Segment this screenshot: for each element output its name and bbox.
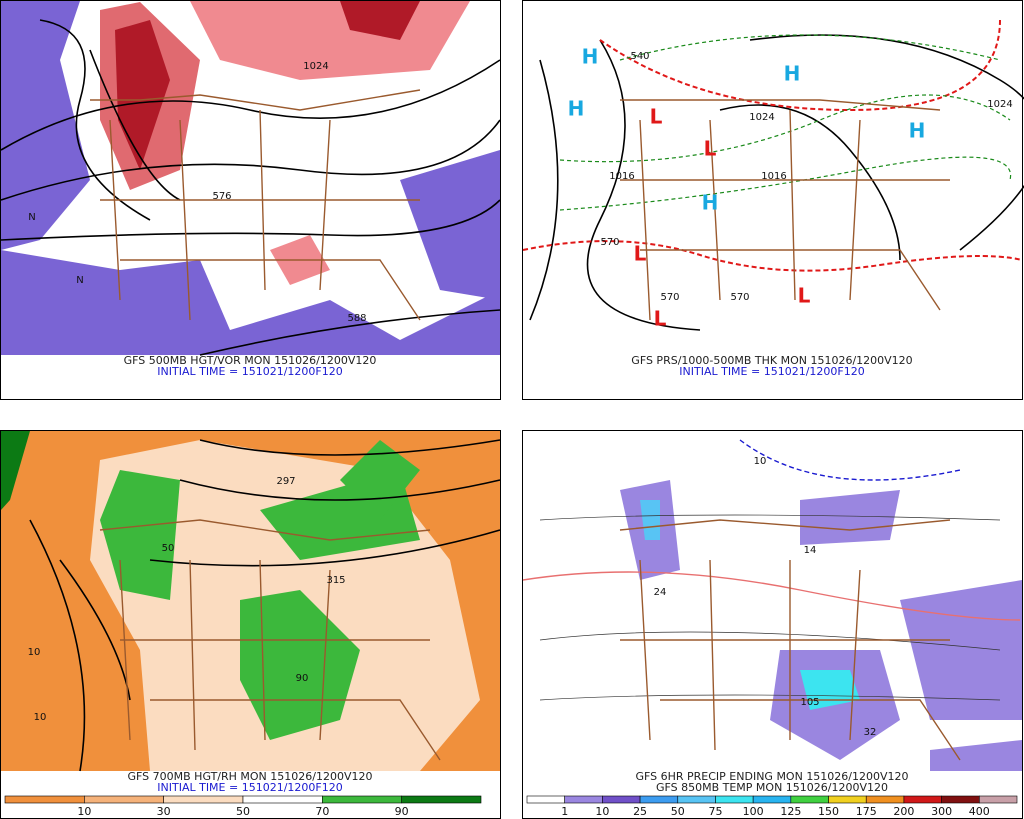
- colorbar-segment: [242, 795, 323, 804]
- map-label: L: [654, 307, 667, 331]
- colorbar-label: 200: [893, 805, 914, 818]
- colorbar-segment: [163, 795, 244, 804]
- map-label: H: [784, 62, 801, 86]
- colorbar-segment: [564, 795, 603, 804]
- map-label: 540: [630, 51, 649, 62]
- colorbar-segment: [752, 795, 792, 804]
- map-label: 14: [804, 545, 817, 556]
- colorbar-segment: [677, 795, 716, 804]
- colorbar-segment: [322, 795, 402, 804]
- colorbar-segment: [401, 795, 482, 804]
- colorbar-label: 1: [561, 805, 568, 818]
- colorbar-label: 70: [315, 805, 329, 818]
- colorbar-segment: [602, 795, 641, 804]
- map-label: 570: [600, 237, 619, 248]
- map-label: 570: [660, 292, 679, 303]
- map-label: 1024: [987, 99, 1012, 110]
- map-label: N: [76, 275, 83, 286]
- colorbar-label: 50: [236, 805, 250, 818]
- colorbar-segment: [4, 795, 85, 804]
- colorbar-segment: [979, 795, 1018, 804]
- panel-subtitle: INITIAL TIME = 151021/1200F120: [157, 365, 342, 378]
- map-label: 1016: [609, 171, 634, 182]
- colorbar-segment: [639, 795, 679, 804]
- map-label: L: [704, 137, 717, 161]
- colorbar-label: 10: [595, 805, 609, 818]
- map-label: 24: [654, 587, 667, 598]
- colorbar-label: 10: [77, 805, 91, 818]
- map-thickness: [522, 19, 1024, 331]
- map-label: H: [568, 97, 585, 121]
- map-label: 90: [296, 673, 309, 684]
- colorbar-label: 50: [671, 805, 685, 818]
- map-label: L: [798, 284, 811, 308]
- colorbar-segment: [84, 795, 164, 804]
- map-label: 32: [864, 727, 877, 738]
- panel-title: GFS 6HR PRECIP ENDING MON 151026/1200V12…: [635, 770, 908, 783]
- panel-title: GFS 700MB HGT/RH MON 151026/1200V120: [128, 770, 373, 783]
- colorbar-segment: [828, 795, 867, 804]
- map-label: 570: [730, 292, 749, 303]
- colorbar-label: 400: [969, 805, 990, 818]
- colorbar-label: 175: [856, 805, 877, 818]
- map-label: H: [582, 45, 599, 69]
- map-label: 1024: [303, 61, 328, 72]
- panel-title: GFS PRS/1000-500MB THK MON 151026/1200V1…: [631, 354, 912, 367]
- map-label: 10: [34, 712, 47, 723]
- panel-subtitle: GFS 850MB TEMP MON 151026/1200V120: [656, 781, 888, 794]
- texts: GFS 500MB HGT/VOR MON 151026/1200V120INI…: [4, 45, 1018, 818]
- colorbar-segment: [865, 795, 905, 804]
- map-label: L: [634, 242, 647, 266]
- colorbar-segment: [790, 795, 829, 804]
- map-label: 1024: [749, 112, 774, 123]
- panel-subtitle: INITIAL TIME = 151021/1200F120: [679, 365, 864, 378]
- map-500mb: [0, 1, 501, 356]
- map-label: 10: [28, 647, 41, 658]
- colorbar-segment: [715, 795, 754, 804]
- colorbar-segment: [526, 795, 565, 804]
- colorbar-label: 25: [633, 805, 647, 818]
- panel-frame: [522, 0, 1023, 400]
- map-700mb: [1, 431, 501, 772]
- colorbar-label: 150: [818, 805, 839, 818]
- colorbar-segment: [903, 795, 942, 804]
- colorbar-label: 75: [708, 805, 722, 818]
- map-precip: [522, 439, 1022, 771]
- panel-title: GFS 500MB HGT/VOR MON 151026/1200V120: [124, 354, 377, 367]
- colorbar-label: 30: [157, 805, 171, 818]
- colorbar-label: 125: [780, 805, 801, 818]
- map-label: H: [909, 119, 926, 143]
- map-label: 10: [754, 456, 767, 467]
- map-label: 105: [800, 697, 819, 708]
- map-label: 315: [326, 575, 345, 586]
- map-label: 588: [347, 313, 366, 324]
- colorbar-label: 90: [395, 805, 409, 818]
- map-label: 297: [276, 476, 295, 487]
- colorbar-label: 100: [743, 805, 764, 818]
- colorbar-label: 300: [931, 805, 952, 818]
- map-label: N: [28, 212, 35, 223]
- map-label: L: [650, 105, 663, 129]
- panel-subtitle: INITIAL TIME = 151021/1200F120: [157, 781, 342, 794]
- map-label: 576: [212, 191, 231, 202]
- map-label: H: [702, 191, 719, 215]
- map-label: 1016: [761, 171, 786, 182]
- map-label: 50: [162, 543, 175, 554]
- colorbar-segment: [941, 795, 980, 804]
